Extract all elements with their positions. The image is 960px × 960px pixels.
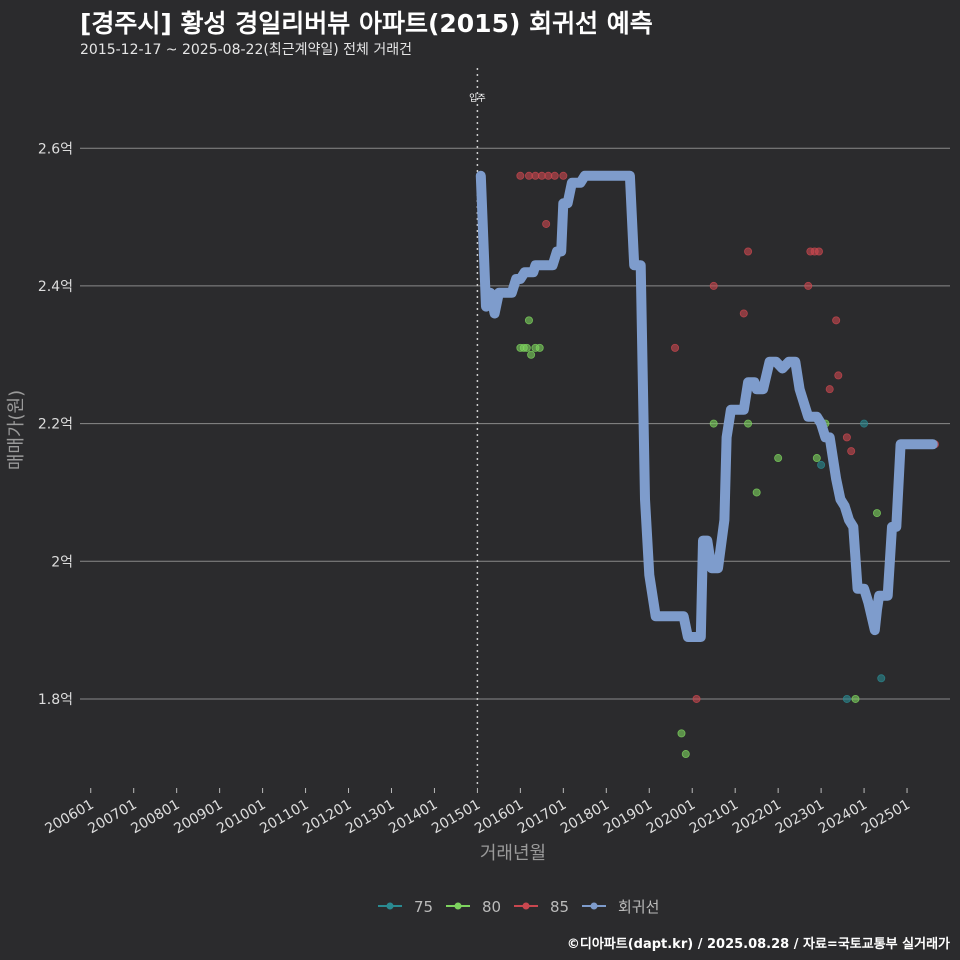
legend-label-회귀선: 회귀선: [618, 898, 659, 916]
data-point-85: [671, 343, 680, 352]
data-point-80: [681, 750, 690, 759]
data-point-80: [524, 316, 533, 325]
data-point-80: [535, 343, 544, 352]
data-point-80: [812, 454, 821, 463]
x-tick-label: 201901: [601, 797, 655, 838]
data-point-85: [825, 385, 834, 394]
regression-path: [475, 170, 938, 642]
data-point-85: [550, 171, 559, 180]
x-tick-label: 200701: [85, 797, 139, 838]
legend-dot-80: [454, 902, 462, 910]
data-point-80: [677, 729, 686, 738]
data-point-75: [842, 694, 851, 703]
data-point-75: [817, 460, 826, 469]
data-point-80: [851, 694, 860, 703]
legend-label-80: 80: [482, 898, 501, 916]
data-point-85: [834, 371, 843, 380]
y-axis-label: 매매가(원): [6, 390, 27, 470]
x-tick-label: 200801: [128, 797, 182, 838]
data-point-80: [744, 419, 753, 428]
y-tick-label: 2.4억: [38, 279, 73, 295]
data-point-80: [709, 419, 718, 428]
x-tick-label: 200901: [171, 797, 225, 838]
data-point-85: [804, 281, 813, 290]
legend-dot-75: [386, 902, 394, 910]
data-point-85: [847, 447, 856, 456]
data-point-75: [860, 419, 869, 428]
y-tick-label: 1.8억: [38, 692, 73, 708]
chart-title: [경주시] 황성 경일리버뷰 아파트(2015) 회귀선 예측: [80, 9, 653, 38]
data-point-80: [522, 343, 531, 352]
legend-label-85: 85: [550, 898, 569, 916]
data-point-85: [744, 247, 753, 256]
x-tick-label: 202501: [859, 797, 913, 838]
source-credit: ©디아파트(dapt.kr) / 2025.08.28 / 자료=국토교통부 실…: [566, 937, 950, 952]
x-tick-label: 201601: [472, 797, 526, 838]
x-tick-label: 202201: [730, 797, 784, 838]
x-tick-label: 201001: [214, 797, 268, 838]
y-tick-label: 2.2억: [38, 417, 73, 433]
data-point-80: [774, 454, 783, 463]
data-point-85: [542, 219, 551, 228]
x-tick-label: 201201: [300, 797, 354, 838]
x-tick-label: 202401: [816, 797, 870, 838]
x-tick-label: 201501: [429, 797, 483, 838]
data-point-80: [752, 488, 761, 497]
legend-label-75: 75: [414, 898, 433, 916]
x-tick-label: 200601: [42, 797, 96, 838]
x-axis-ticks: 2006012007012008012009012010012011012012…: [42, 788, 913, 837]
legend-dot-85: [522, 902, 530, 910]
data-point-85: [814, 247, 823, 256]
x-tick-label: 201401: [386, 797, 440, 838]
data-point-80: [527, 350, 536, 359]
x-tick-label: 202101: [687, 797, 741, 838]
legend-dot-회귀선: [590, 902, 598, 910]
regression-line: [475, 170, 938, 642]
data-point-85: [832, 316, 841, 325]
x-tick-label: 201101: [257, 797, 311, 838]
scatter-points: [516, 171, 939, 759]
data-point-75: [877, 674, 886, 683]
x-tick-label: 202001: [644, 797, 698, 838]
data-point-85: [739, 309, 748, 318]
data-point-85: [709, 281, 718, 290]
chart-subtitle: 2015-12-17 ~ 2025-08-22(최근계약일) 전체 거래건: [80, 42, 412, 58]
x-tick-label: 201801: [558, 797, 612, 838]
x-tick-label: 201701: [515, 797, 569, 838]
move-in-line: 입주: [469, 68, 486, 785]
move-in-label: 입주: [469, 92, 486, 104]
data-point-85: [559, 171, 568, 180]
legend: 75 80 85 회귀선: [378, 898, 659, 916]
y-tick-label: 2.6억: [38, 141, 73, 157]
y-axis-ticks: 1.8억 2억 2.2억 2.4억 2.6억: [38, 141, 73, 708]
data-point-85: [842, 433, 851, 442]
data-point-80: [872, 509, 881, 518]
data-point-85: [692, 694, 701, 703]
x-tick-label: 201301: [343, 797, 397, 838]
x-tick-label: 202301: [773, 797, 827, 838]
x-axis-label: 거래년월: [480, 843, 546, 864]
y-tick-label: 2억: [51, 554, 73, 570]
data-point-85: [516, 171, 525, 180]
